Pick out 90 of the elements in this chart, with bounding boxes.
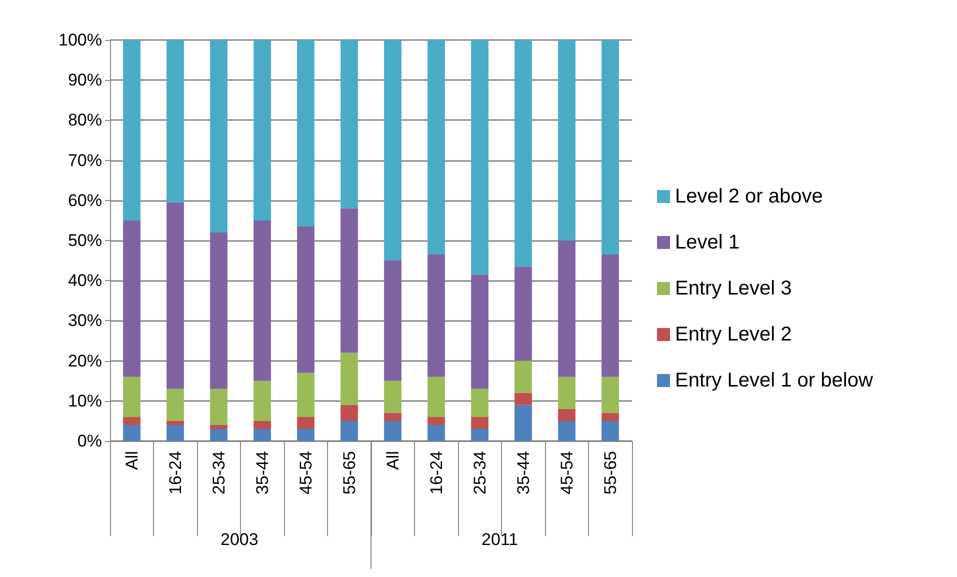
x-tick-label: 16-24 xyxy=(166,451,185,494)
bar xyxy=(558,408,576,421)
bar xyxy=(558,40,576,240)
bar xyxy=(471,428,488,441)
legend-label: Entry Level 3 xyxy=(675,278,792,300)
y-tick-label: 30% xyxy=(68,311,102,330)
bar xyxy=(210,232,228,389)
bar xyxy=(210,40,228,232)
bar xyxy=(558,376,576,409)
bar xyxy=(123,424,140,441)
bar xyxy=(166,420,184,425)
x-tick-label: 35-44 xyxy=(514,451,533,494)
x-tick-label: 55-65 xyxy=(340,451,359,494)
y-tick-label: 20% xyxy=(68,351,102,370)
bar xyxy=(210,428,228,441)
bar xyxy=(123,376,140,417)
bar xyxy=(602,254,619,377)
bar xyxy=(471,274,488,389)
bar xyxy=(166,424,184,441)
bar xyxy=(602,376,619,413)
text: 2003 xyxy=(220,530,258,549)
x-tick-label: 16-24 xyxy=(426,451,446,494)
bar xyxy=(514,392,532,405)
bar xyxy=(558,420,576,441)
text: 2011 xyxy=(482,530,518,549)
bar xyxy=(602,412,619,421)
bar xyxy=(428,416,445,425)
bar xyxy=(602,40,619,255)
bar xyxy=(514,360,532,393)
y-tick-label: 80% xyxy=(68,110,102,130)
bar xyxy=(602,420,619,441)
x-tick-label: 55-65 xyxy=(600,451,620,494)
bar xyxy=(384,420,402,441)
bar xyxy=(428,40,445,255)
x-tick-label: 45-54 xyxy=(557,451,576,494)
bar xyxy=(384,40,402,261)
x-tick-label: All xyxy=(122,451,142,470)
y-tick-label: 90% xyxy=(68,70,102,90)
y-tick-label: 50% xyxy=(68,231,102,250)
bar xyxy=(340,40,358,208)
y-tick-label: 70% xyxy=(68,150,102,170)
y-tick-label: 0% xyxy=(77,432,102,450)
legend-label: Level 2 or above xyxy=(675,186,823,208)
bar xyxy=(254,40,271,220)
bar xyxy=(297,416,314,429)
legend-label: Entry Level 2 xyxy=(675,324,792,346)
bar xyxy=(428,254,445,377)
bar xyxy=(297,226,314,373)
bar xyxy=(166,202,184,389)
bar xyxy=(210,424,228,429)
bar xyxy=(210,388,228,425)
bar xyxy=(166,40,184,202)
x-tick-label: 25-34 xyxy=(209,451,228,494)
legend-label: Entry Level 1 or below xyxy=(675,370,874,392)
bar xyxy=(340,404,358,421)
bar xyxy=(340,352,358,405)
bar xyxy=(297,428,314,441)
bar xyxy=(254,420,271,429)
bar xyxy=(514,404,532,441)
bar xyxy=(428,424,445,441)
x-tick-label: All xyxy=(383,451,402,470)
y-tick-label: 60% xyxy=(68,190,102,210)
bar xyxy=(297,40,314,226)
bar xyxy=(254,380,271,421)
bar xyxy=(166,388,184,421)
bar xyxy=(254,220,271,381)
bar xyxy=(123,40,140,220)
bar xyxy=(471,388,488,417)
bar xyxy=(384,260,402,381)
y-tick-label: 100% xyxy=(58,30,102,50)
y-tick-label: 40% xyxy=(68,271,102,290)
x-tick-label: 35-44 xyxy=(252,451,272,494)
legend-label: Level 1 xyxy=(675,232,740,254)
bar xyxy=(514,266,532,361)
bar xyxy=(254,428,271,441)
bar xyxy=(123,220,140,377)
bar xyxy=(558,240,576,377)
bar xyxy=(428,376,445,417)
bar xyxy=(340,208,358,353)
bar xyxy=(340,420,358,441)
bar xyxy=(471,416,488,429)
x-tick-label: 25-34 xyxy=(470,451,490,494)
bar xyxy=(514,40,532,267)
bar xyxy=(297,372,314,417)
bar xyxy=(384,380,402,413)
y-tick-label: 10% xyxy=(68,391,102,410)
bar xyxy=(384,412,402,421)
bar xyxy=(123,416,140,425)
bar xyxy=(471,40,488,275)
x-tick-label: 45-54 xyxy=(296,451,316,494)
